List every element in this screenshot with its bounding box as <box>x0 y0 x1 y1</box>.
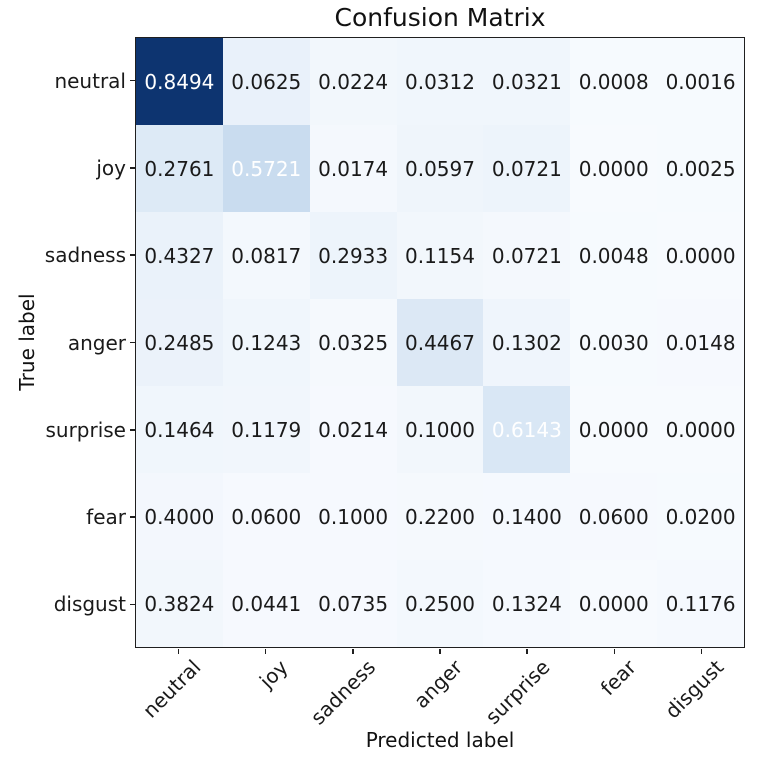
matrix-cell: 0.0000 <box>570 125 658 212</box>
matrix-cell: 0.1243 <box>222 299 310 386</box>
matrix-cell: 0.2761 <box>136 125 223 212</box>
y-tick-mark <box>130 79 135 82</box>
matrix-cell: 0.0174 <box>309 125 397 212</box>
y-tick-mark <box>130 254 135 256</box>
x-tick-label: sadness <box>305 655 380 730</box>
matrix-cell: 0.6143 <box>483 386 571 473</box>
x-tick-label: surprise <box>480 655 555 729</box>
matrix-cell: 0.1154 <box>396 212 484 299</box>
y-tick-mark <box>130 603 135 606</box>
x-tick-mark <box>264 649 267 654</box>
matrix-cell: 0.0597 <box>396 125 484 212</box>
matrix-cell: 0.2933 <box>309 212 397 299</box>
matrix-cell: 0.0312 <box>396 38 484 125</box>
heatmap-plot-area: 0.8494 0.0625 0.0224 0.0312 0.0321 0.0008 0.00… <box>135 37 745 648</box>
matrix-cell: 0.0721 <box>483 212 571 299</box>
x-tick-mark <box>439 649 441 654</box>
matrix-cell: 0.2485 <box>136 299 223 386</box>
x-tick-label: neutral <box>137 655 206 723</box>
x-tick-label: joy <box>254 655 293 693</box>
y-tick-label: anger <box>67 330 126 355</box>
x-tick-mark <box>613 649 616 654</box>
matrix-cell: 0.0214 <box>309 386 397 473</box>
x-tick-label: anger <box>408 655 467 714</box>
matrix-cell: 0.0600 <box>570 473 658 560</box>
y-tick-label: disgust <box>53 592 126 617</box>
matrix-cell: 0.4000 <box>136 473 223 560</box>
matrix-cell: 0.1400 <box>483 473 571 560</box>
matrix-cell: 0.0625 <box>222 38 310 125</box>
y-tick-mark <box>130 516 135 518</box>
matrix-cell: 0.1179 <box>222 386 310 473</box>
x-tick-label: fear <box>596 655 642 701</box>
matrix-cell: 0.0325 <box>309 299 397 386</box>
matrix-cell: 0.0224 <box>309 38 397 125</box>
x-axis-label: Predicted label <box>365 728 515 752</box>
matrix-cell: 0.0048 <box>570 212 658 299</box>
chart-title: Confusion Matrix <box>334 3 546 32</box>
matrix-cell: 0.1000 <box>396 386 484 473</box>
matrix-cell: 0.0016 <box>657 38 744 125</box>
matrix-cell: 0.1464 <box>136 386 223 473</box>
y-tick-label: neutral <box>54 68 126 93</box>
matrix-cell: 0.0321 <box>483 38 571 125</box>
matrix-cell: 0.1000 <box>309 473 397 560</box>
y-tick-label: fear <box>86 505 126 530</box>
matrix-cell: 0.1302 <box>483 299 571 386</box>
matrix-cell: 0.3824 <box>136 560 223 647</box>
matrix-cell: 0.0721 <box>483 125 571 212</box>
matrix-cell: 0.0000 <box>657 386 744 473</box>
heatmap-grid: 0.8494 0.0625 0.0224 0.0312 0.0321 0.0008 0.00… <box>136 38 744 647</box>
matrix-cell: 0.0148 <box>657 299 744 386</box>
matrix-cell: 0.0200 <box>657 473 744 560</box>
matrix-cell: 0.0817 <box>222 212 310 299</box>
x-tick-mark <box>526 649 528 654</box>
matrix-cell: 0.0000 <box>570 386 658 473</box>
matrix-cell: 0.0600 <box>222 473 310 560</box>
matrix-cell: 0.4327 <box>136 212 223 299</box>
x-tick-label: disgust <box>660 655 729 724</box>
y-tick-mark <box>130 167 135 169</box>
matrix-cell: 0.0735 <box>309 560 397 647</box>
y-tick-mark <box>130 429 135 431</box>
x-tick-mark <box>352 649 354 654</box>
y-tick-mark <box>130 341 135 344</box>
matrix-cell: 0.0441 <box>222 560 310 647</box>
matrix-cell: 0.1324 <box>483 560 571 647</box>
matrix-cell: 0.8494 <box>136 38 223 125</box>
matrix-cell: 0.0000 <box>657 212 744 299</box>
y-tick-label: joy <box>96 155 126 180</box>
matrix-cell: 0.1176 <box>657 560 744 647</box>
matrix-cell: 0.4467 <box>396 299 484 386</box>
matrix-cell: 0.0030 <box>570 299 658 386</box>
x-tick-mark <box>177 649 180 654</box>
matrix-cell: 0.0008 <box>570 38 658 125</box>
y-tick-label: surprise <box>45 417 126 442</box>
matrix-cell: 0.5721 <box>222 125 310 212</box>
y-tick-label: sadness <box>44 243 126 268</box>
matrix-cell: 0.0025 <box>657 125 744 212</box>
matrix-cell: 0.2200 <box>396 473 484 560</box>
matrix-cell: 0.2500 <box>396 560 484 647</box>
matrix-cell: 0.0000 <box>570 560 658 647</box>
x-tick-mark <box>700 649 703 654</box>
